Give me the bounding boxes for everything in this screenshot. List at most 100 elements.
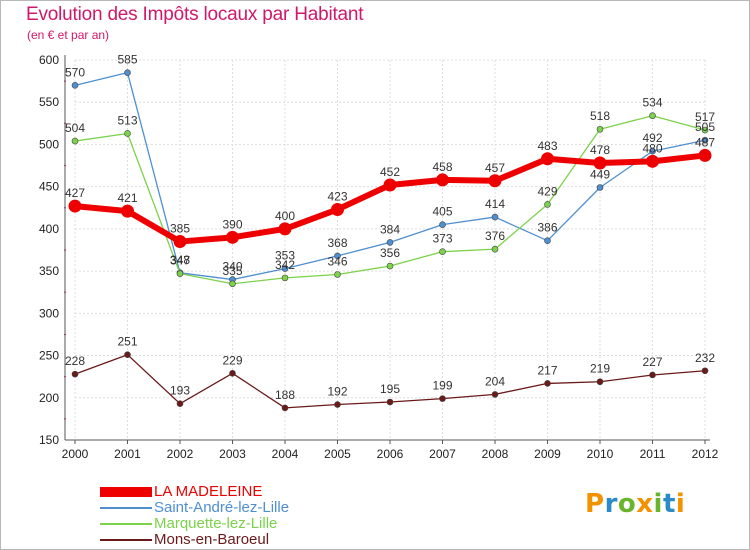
data-label: 585 bbox=[117, 53, 137, 67]
data-point bbox=[71, 370, 79, 378]
data-point bbox=[281, 404, 289, 412]
data-label: 368 bbox=[327, 236, 347, 250]
data-point bbox=[701, 126, 709, 134]
x-tick-label: 2007 bbox=[429, 447, 456, 461]
data-point bbox=[491, 245, 499, 253]
logo-letter: i bbox=[675, 489, 686, 519]
data-label: 400 bbox=[275, 209, 295, 223]
data-point bbox=[491, 213, 499, 221]
data-label: 199 bbox=[432, 379, 452, 393]
y-tick-label: 500 bbox=[39, 137, 59, 151]
data-label: 335 bbox=[222, 264, 242, 278]
data-point bbox=[439, 395, 446, 402]
data-label: 385 bbox=[170, 222, 190, 236]
data-label: 518 bbox=[590, 109, 610, 123]
data-label: 449 bbox=[590, 168, 610, 182]
data-point bbox=[331, 202, 344, 216]
data-label: 219 bbox=[590, 362, 610, 376]
data-label: 427 bbox=[65, 186, 85, 200]
chart-subtitle: (en € et par an) bbox=[27, 28, 110, 42]
data-point bbox=[386, 239, 394, 246]
data-point bbox=[701, 367, 709, 375]
chart-title: Evolution des Impôts locaux par Habitant bbox=[26, 4, 364, 25]
y-tick-label: 400 bbox=[39, 222, 59, 236]
data-label: 421 bbox=[117, 191, 137, 205]
data-point bbox=[701, 136, 709, 144]
x-tick-label: 2011 bbox=[640, 447, 666, 461]
data-point bbox=[439, 221, 446, 228]
y-tick-label: 600 bbox=[39, 53, 59, 67]
data-label: 429 bbox=[537, 184, 557, 198]
data-point bbox=[541, 152, 554, 166]
data-point bbox=[124, 351, 131, 359]
y-tick-label: 350 bbox=[39, 264, 59, 278]
data-point bbox=[173, 235, 187, 249]
legend-label: Mons-en-Baroeul bbox=[154, 531, 270, 548]
data-point bbox=[229, 369, 236, 377]
y-tick-label: 200 bbox=[39, 391, 59, 405]
data-point bbox=[544, 201, 551, 208]
y-tick-label: 300 bbox=[39, 306, 59, 320]
data-point bbox=[68, 199, 82, 213]
logo-letter: x bbox=[636, 489, 654, 519]
logo-letter: P bbox=[585, 489, 605, 519]
data-point bbox=[596, 125, 604, 133]
x-tick-label: 2010 bbox=[587, 447, 614, 461]
legend-swatch bbox=[100, 487, 152, 497]
data-label: 356 bbox=[380, 246, 400, 260]
data-point bbox=[278, 222, 292, 236]
data-label: 492 bbox=[642, 131, 662, 145]
legend-swatch bbox=[100, 507, 152, 509]
legend-label: Marquette-lez-Lille bbox=[154, 515, 278, 532]
data-point bbox=[124, 130, 131, 137]
data-label: 227 bbox=[642, 355, 662, 369]
data-label: 347 bbox=[170, 254, 190, 268]
logo-letter: o bbox=[617, 489, 637, 519]
data-point bbox=[121, 204, 134, 218]
data-point bbox=[334, 401, 341, 408]
data-label: 487 bbox=[695, 135, 715, 149]
data-label: 570 bbox=[65, 65, 85, 79]
logo-letter: r bbox=[604, 489, 618, 519]
data-point bbox=[436, 173, 449, 187]
data-label: 342 bbox=[275, 258, 295, 272]
proxiti-logo: Proxiti bbox=[585, 489, 685, 519]
data-label: 423 bbox=[327, 189, 347, 203]
data-label: 188 bbox=[275, 388, 295, 402]
x-tick-label: 2003 bbox=[219, 447, 246, 461]
data-label: 251 bbox=[117, 335, 137, 349]
x-tick-label: 2005 bbox=[324, 447, 351, 461]
data-point bbox=[71, 137, 79, 145]
data-label: 348 bbox=[170, 253, 190, 267]
x-tick-label: 2008 bbox=[482, 447, 509, 461]
x-tick-label: 2002 bbox=[167, 447, 194, 461]
data-point bbox=[383, 178, 397, 192]
data-point bbox=[386, 398, 394, 406]
data-label: 340 bbox=[222, 260, 242, 274]
data-point bbox=[334, 252, 341, 260]
data-label: 376 bbox=[485, 229, 505, 243]
data-point bbox=[334, 271, 341, 278]
x-tick-label: 2006 bbox=[377, 447, 404, 461]
data-label: 505 bbox=[695, 120, 715, 134]
data-label: 373 bbox=[432, 232, 452, 246]
data-label: 346 bbox=[327, 254, 347, 268]
x-tick-label: 2000 bbox=[62, 447, 89, 461]
logo-letter: t bbox=[662, 489, 676, 519]
data-point bbox=[439, 248, 446, 255]
data-label: 513 bbox=[117, 113, 137, 127]
data-label: 195 bbox=[380, 382, 400, 396]
data-point bbox=[698, 148, 712, 162]
logo-letter: i bbox=[653, 489, 663, 519]
data-point bbox=[386, 262, 394, 270]
data-label: 228 bbox=[65, 354, 85, 368]
data-label: 204 bbox=[485, 374, 505, 388]
x-tick-label: 2001 bbox=[114, 447, 141, 461]
data-label: 229 bbox=[222, 353, 242, 367]
data-point bbox=[646, 154, 659, 168]
data-point bbox=[544, 380, 551, 387]
data-point bbox=[491, 391, 499, 398]
data-label: 483 bbox=[537, 139, 557, 153]
data-point bbox=[544, 237, 551, 245]
data-label: 405 bbox=[432, 205, 452, 219]
